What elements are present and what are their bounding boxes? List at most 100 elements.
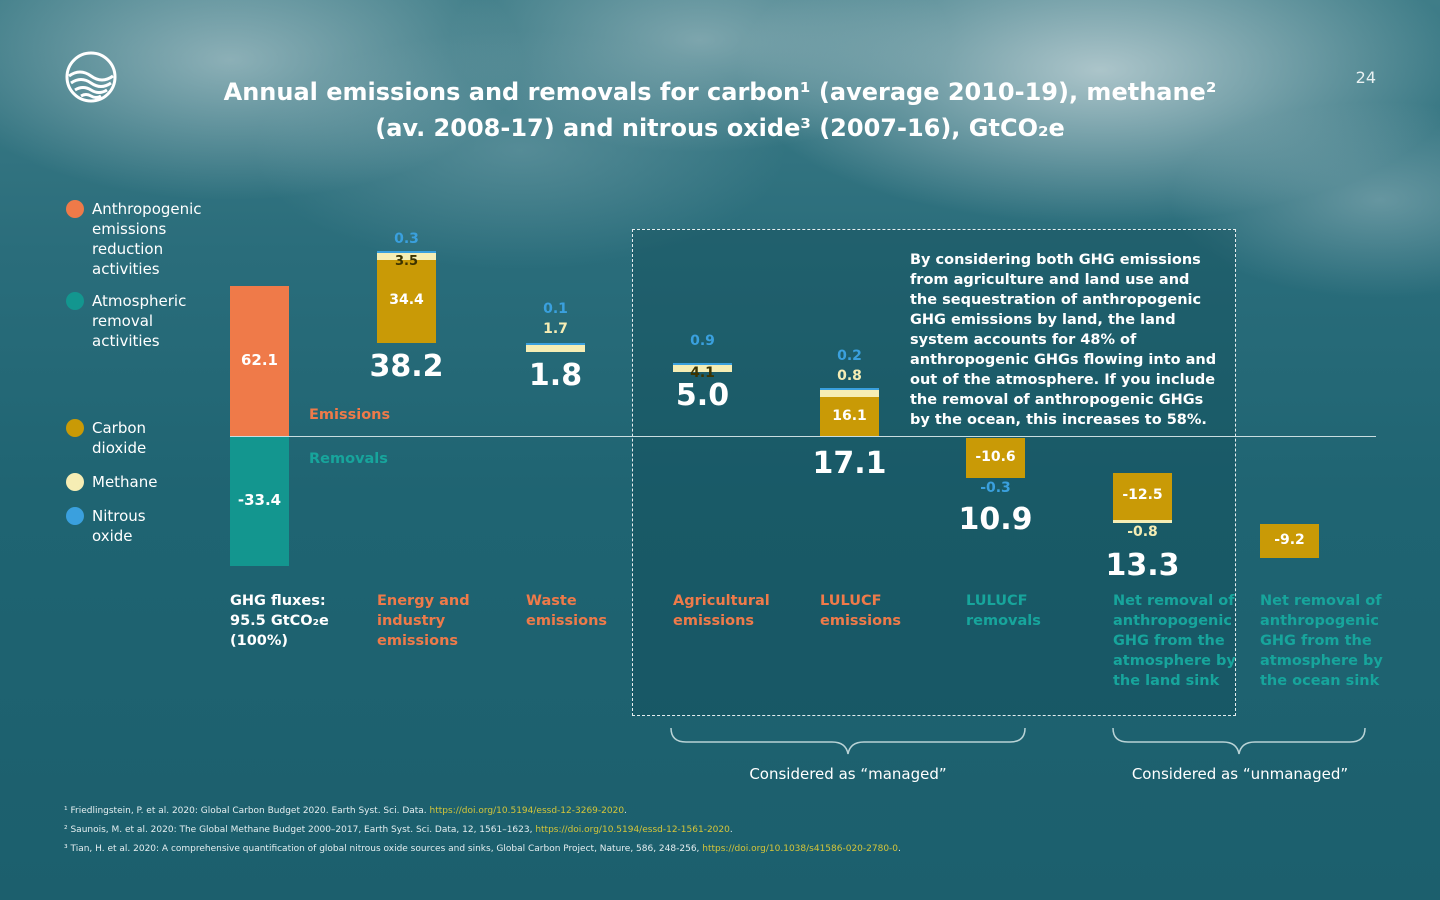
bar-methane <box>820 390 879 398</box>
emissions-axis-label: Emissions <box>309 407 391 423</box>
total-label: 1.8 <box>528 358 583 393</box>
category-label-line: atmosphere by <box>1260 653 1383 669</box>
bar-carbon-dioxide <box>1113 473 1172 520</box>
data-label-nitrous-oxide: 0.3 <box>394 230 419 247</box>
category-label: LULUCF removals <box>966 591 1041 631</box>
data-label-atmospheric: -33.4 <box>237 490 282 509</box>
category-label-line: 95.5 GtCO₂e <box>230 613 329 629</box>
legend-item-nitrous: Nitrous oxide <box>66 506 162 546</box>
land-system-box <box>632 229 1236 716</box>
footnote-3: ³ Tian, H. et al. 2020: A comprehensive … <box>64 844 901 854</box>
data-label-methane: 4.1 <box>690 364 715 381</box>
footnote-end: . <box>624 806 627 816</box>
footnote-link[interactable]: https://doi.org/10.5194/essd-12-1561-202… <box>535 825 730 835</box>
category-label-line: atmosphere by <box>1113 653 1236 669</box>
footnote-2: ² Saunois, M. et al. 2020: The Global Me… <box>64 825 733 835</box>
category-label-line: Agricultural <box>673 593 770 609</box>
legend-swatch-atmospheric <box>66 292 84 310</box>
category-label-line: emissions <box>820 613 902 629</box>
bar-nitrous-oxide <box>820 388 879 391</box>
legend-swatch-anthropogenic <box>66 200 84 218</box>
category-label-line: GHG from the <box>1113 633 1225 649</box>
data-label-nitrous-oxide: -0.3 <box>980 479 1011 496</box>
category-label-line: GHG from the <box>1260 633 1372 649</box>
footnote-link[interactable]: https://doi.org/10.1038/s41586-020-2780-… <box>702 844 899 854</box>
data-label-anthropogenic: 62.1 <box>240 351 278 370</box>
category-label-line: emissions <box>377 633 459 649</box>
category-label: Agricultural emissions <box>673 591 770 631</box>
bar-carbon-dioxide <box>966 438 1025 478</box>
legend-item-atmospheric: Atmospheric removal activities <box>66 291 212 351</box>
data-label-carbon-dioxide: 16.1 <box>832 407 867 424</box>
total-label: 5.0 <box>675 378 730 413</box>
bar-nitrous-oxide <box>377 250 436 253</box>
category-label-line: GHG fluxes: <box>230 593 326 609</box>
legend-label: Methane <box>92 473 158 491</box>
bar-methane <box>377 252 436 260</box>
bar-anthropogenic <box>230 286 289 436</box>
page-number: 24 <box>1355 68 1376 87</box>
managed-brace-icon <box>670 727 1026 755</box>
footnote-text: ³ Tian, H. et al. 2020: A comprehensive … <box>64 844 703 854</box>
legend-item-carbon: Carbon dioxide <box>66 418 162 458</box>
data-label-nitrous-oxide: 0.9 <box>690 332 715 349</box>
legend-label: Anthropogenic emissions reduction activi… <box>92 200 202 278</box>
footnote-1: ¹ Friedlingstein, P. et al. 2020: Global… <box>64 806 627 816</box>
data-label-nitrous-oxide: 0.1 <box>543 301 568 317</box>
data-label-carbon-dioxide: 34.4 <box>389 292 424 309</box>
footnote-link[interactable]: https://doi.org/10.5194/essd-12-3269-202… <box>429 806 625 816</box>
category-label: LULUCF emissions <box>820 591 901 631</box>
data-label-carbon-dioxide: -12.5 <box>1122 487 1163 504</box>
bar-nitrous-oxide <box>673 362 732 365</box>
bar-carbon-dioxide <box>377 259 436 343</box>
total-label: 10.9 <box>958 501 1033 537</box>
bar-carbon-dioxide <box>1260 524 1319 559</box>
data-label-carbon-dioxide: -10.6 <box>975 448 1016 465</box>
data-label-methane: 1.7 <box>543 321 568 337</box>
logo-icon <box>65 51 117 103</box>
legend-label: Atmospheric removal activities <box>92 292 187 350</box>
category-label-line: Waste <box>526 593 577 609</box>
category-label-line: the land sink <box>1113 673 1220 689</box>
bar-nitrous-oxide <box>526 343 585 345</box>
legend-label: Carbon dioxide <box>92 419 147 457</box>
category-label-line: anthropogenic <box>1260 613 1379 629</box>
managed-group-label: Considered as “managed” <box>749 765 947 783</box>
total-label: 13.3 <box>1105 547 1180 583</box>
legend-swatch-nitrous <box>66 507 84 525</box>
category-label: Net removal of anthropogenic GHG from the a… <box>1260 591 1383 691</box>
category-label-line: Net removal of <box>1260 593 1382 609</box>
footnote-text: ¹ Friedlingstein, P. et al. 2020: Global… <box>64 806 430 816</box>
bar-carbon-dioxide <box>820 397 879 436</box>
legend-swatch-methane <box>66 473 84 491</box>
category-label: Net removal of anthropogenic GHG from the a… <box>1113 591 1236 691</box>
data-label-carbon-dioxide: -9.2 <box>1274 532 1305 549</box>
legend-label: Nitrous oxide <box>92 507 146 545</box>
data-label-nitrous-oxide: 0.2 <box>837 348 862 365</box>
category-label-line: industry <box>377 613 446 629</box>
legend-swatch-carbon <box>66 419 84 437</box>
footnote-text: ² Saunois, M. et al. 2020: The Global Me… <box>64 825 536 835</box>
category-label-line: emissions <box>526 613 608 629</box>
total-label: 38.2 <box>369 349 444 384</box>
category-label-line: (100%) <box>230 633 289 649</box>
bar-atmospheric <box>230 437 289 567</box>
category-label: Energy and industry emissions <box>377 591 470 651</box>
footnote-end: . <box>898 844 901 854</box>
legend-item-anthropogenic: Anthropogenic emissions reduction activi… <box>66 199 212 279</box>
category-label: Waste emissions <box>526 591 607 631</box>
data-label-methane: 3.5 <box>394 253 419 269</box>
category-label-line: anthropogenic <box>1113 613 1232 629</box>
category-label-line: Energy and <box>377 593 470 609</box>
title-line-1: Annual emissions and removals for carbon… <box>223 78 1217 106</box>
bar-methane <box>673 365 732 372</box>
category-label-line: LULUCF <box>820 593 882 609</box>
data-label-methane: 0.8 <box>837 368 862 385</box>
zero-axis <box>230 436 1376 437</box>
category-label: GHG fluxes: 95.5 GtCO₂e (100%) <box>230 591 329 651</box>
chart-title: Annual emissions and removals for carbon… <box>180 74 1260 146</box>
bar-methane <box>1113 519 1172 523</box>
category-label-line: Net removal of <box>1113 593 1235 609</box>
legend-item-methane: Methane <box>66 472 212 492</box>
removals-axis-label: Removals <box>309 451 388 467</box>
